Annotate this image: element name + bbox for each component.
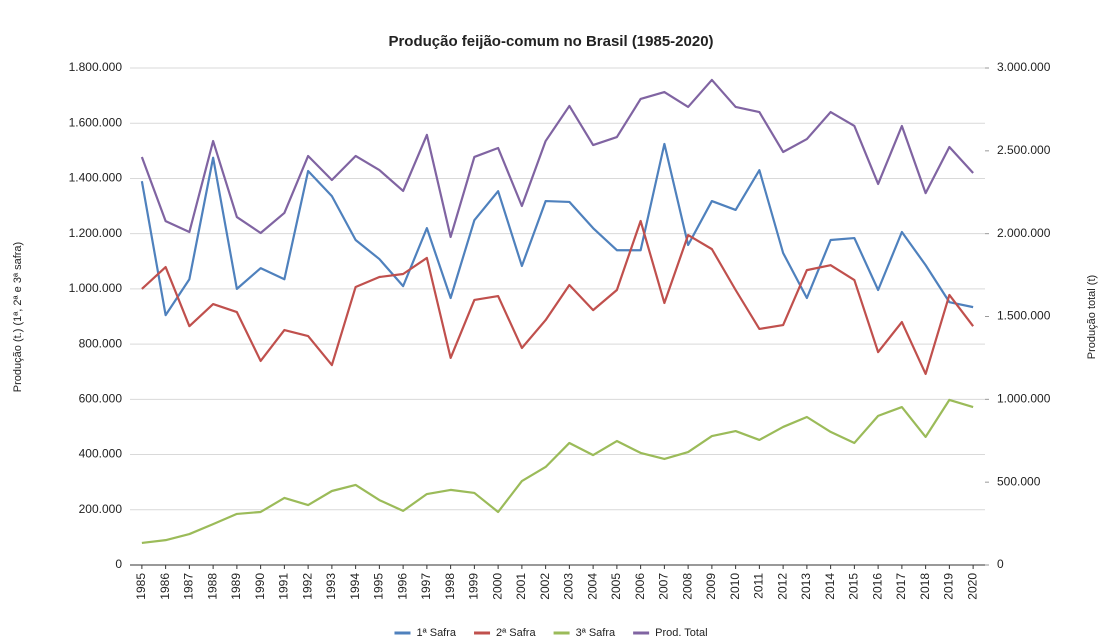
y-tick-label: 0 (115, 557, 122, 571)
x-tick-label: 2017 (894, 573, 908, 600)
y2-tick-label: 2.500.000 (997, 143, 1051, 157)
x-tick-label: 2004 (585, 573, 599, 600)
x-tick-label: 2008 (680, 573, 694, 600)
x-tick-label: 2011 (752, 573, 766, 599)
x-tick-label: 1986 (158, 573, 172, 600)
x-tick-label: 2018 (918, 573, 932, 600)
x-tick-label: 1988 (205, 573, 219, 600)
series-line (140, 142, 974, 317)
x-tick-label: 2010 (728, 573, 742, 600)
x-tick-label: 2012 (775, 573, 789, 600)
x-tick-label: 2000 (490, 573, 504, 600)
y-tick-label: 800.000 (79, 336, 123, 350)
y-tick-label: 1.200.000 (69, 226, 123, 240)
x-tick-label: 1994 (348, 573, 362, 600)
x-tick-label: 1989 (229, 573, 243, 600)
y2-tick-label: 500.000 (997, 474, 1041, 488)
legend-label: Prod. Total (655, 627, 707, 639)
y2-tick-label: 0 (997, 557, 1004, 571)
x-tick-label: 2016 (870, 573, 884, 600)
y-tick-label: 600.000 (79, 392, 123, 406)
x-tick-label: 1996 (395, 573, 409, 600)
x-tick-label: 2019 (942, 573, 956, 600)
series-line (140, 78, 974, 239)
y-tick-label: 1.000.000 (69, 281, 123, 295)
legend-label: 1ª Safra (416, 627, 456, 639)
y-tick-label: 1.400.000 (69, 171, 123, 185)
series-line (141, 219, 975, 376)
x-tick-label: 1995 (372, 573, 386, 600)
y2-tick-label: 3.000.000 (997, 60, 1051, 74)
x-tick-label: 2003 (562, 573, 576, 600)
legend: 1ª Safra 2ª Safra 3ª Safra Prod. Total (394, 627, 708, 639)
x-tick-label: 2002 (538, 573, 552, 600)
x-tick-label: 1993 (324, 573, 338, 600)
x-tick-label: 2013 (799, 573, 813, 600)
x-tick-label: 1991 (277, 573, 291, 600)
x-tick-label: 1992 (300, 573, 314, 600)
y2-tick-label: 2.000.000 (997, 226, 1051, 240)
x-tick-label: 2014 (823, 573, 837, 600)
x-tick-label: 1987 (182, 573, 196, 600)
x-tick-label: 1990 (253, 573, 267, 600)
y-tick-label: 200.000 (79, 502, 123, 516)
x-tick-label: 1998 (443, 573, 457, 600)
x-tick-label: 1999 (467, 573, 481, 600)
x-tick-label: 2001 (514, 573, 528, 600)
x-tick-label: 2020 (965, 573, 979, 600)
x-tick-label: 2006 (633, 573, 647, 600)
x-tick-label: 2005 (609, 573, 623, 600)
y2-tick-label: 1.000.000 (997, 392, 1051, 406)
x-tick-label: 2007 (657, 573, 671, 600)
chart-title: Produção feijão-comum no Brasil (1985-20… (388, 33, 713, 50)
x-tick-label: 1997 (419, 573, 433, 600)
y-tick-label: 1.600.000 (69, 115, 123, 129)
y-axis-label: Produção (t.) (1ª, 2ª e 3ª safra) (12, 242, 24, 392)
y-tick-label: 1.800.000 (69, 60, 123, 74)
x-tick-label: 2009 (704, 573, 718, 600)
legend-label: 3ª Safra (576, 627, 616, 639)
y2-tick-label: 1.500.000 (997, 309, 1051, 323)
y2-axis-label: Produção total (t) (1086, 275, 1098, 359)
y-tick-label: 400.000 (79, 447, 123, 461)
series-line (141, 398, 974, 545)
x-tick-label: 1985 (134, 573, 148, 600)
legend-label: 2ª Safra (496, 627, 536, 639)
x-tick-label: 2015 (847, 573, 861, 600)
